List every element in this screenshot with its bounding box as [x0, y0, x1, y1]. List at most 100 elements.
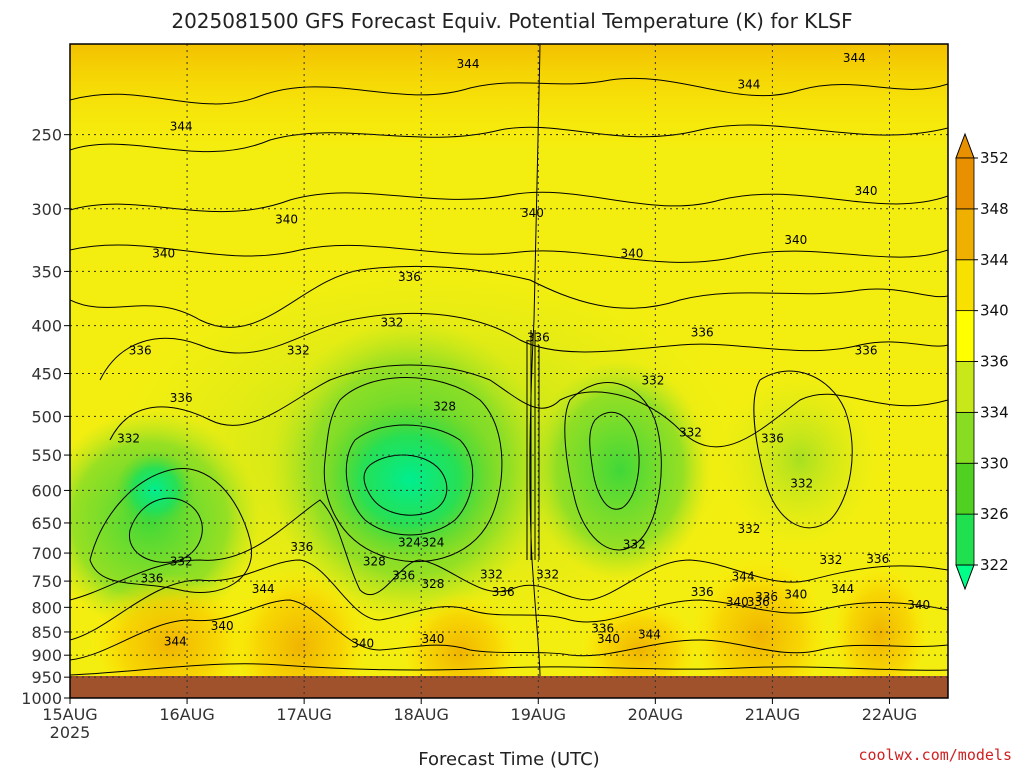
x-tick-label: 19AUG [511, 705, 566, 724]
x-axis: 15AUG 16AUG 17AUG 18AUG 19AUG 20AUG 21AUG 22AUG [42, 698, 917, 724]
contour-line [70, 191, 948, 213]
contour-label: 332 [480, 568, 503, 582]
contour-label: 332 [117, 431, 140, 445]
y-tick-label: 950 [31, 668, 62, 687]
colorbar-label: 344 [980, 251, 1009, 269]
contour-label: 332 [679, 425, 702, 439]
contour-label: 336 [129, 343, 152, 357]
y-tick-label: 650 [31, 514, 62, 533]
contour-line [526, 330, 540, 560]
contour-label: 336 [527, 331, 550, 345]
contour-label: 324 [398, 535, 421, 549]
contour-label: 324 [421, 535, 444, 549]
contour-label: 332 [642, 374, 665, 388]
moist-region-far-east [720, 370, 880, 550]
contour-label: 344 [164, 634, 187, 648]
y-tick-label: 250 [31, 126, 62, 145]
y-tick-label: 800 [31, 598, 62, 617]
contour-label: 336 [761, 431, 784, 445]
colorbar-segment [955, 310, 975, 362]
colorbar-bottom-arrow [955, 564, 975, 591]
contour-line [129, 497, 203, 563]
contour-label: 340 [421, 632, 444, 646]
contour-label: 340 [907, 598, 930, 612]
contour-label: 336 [140, 571, 163, 585]
x-axis-title: Forecast Time (UTC) [418, 749, 599, 768]
contour-line [70, 599, 948, 661]
contour-label: 336 [290, 540, 313, 554]
contour-label: 328 [433, 399, 456, 413]
contour-lines [70, 44, 948, 677]
y-tick-label: 450 [31, 365, 62, 384]
y-tick-label: 700 [31, 544, 62, 563]
colorbar-segment [955, 259, 975, 312]
contour-line [70, 499, 948, 601]
contour-line [70, 244, 948, 263]
colorbar-segment [955, 513, 975, 566]
colorbar-segment [955, 462, 975, 515]
contour-line [99, 312, 948, 381]
contour-label: 336 [398, 270, 421, 284]
colorbar-segment [955, 411, 975, 464]
contour-label: 340 [855, 184, 878, 198]
x-tick-label: 21AUG [745, 705, 800, 724]
warm-low-1 [90, 560, 250, 698]
contour-line [564, 382, 662, 551]
contour-label: 336 [747, 595, 770, 609]
colorbar-label: 330 [980, 454, 1009, 472]
contour-label: 344 [843, 51, 866, 65]
contour-line [70, 77, 948, 105]
contour-label: 344 [738, 78, 761, 92]
colorbar-label: 334 [980, 403, 1009, 421]
x-tick-label: 20AUG [628, 705, 683, 724]
contour-label: 336 [591, 622, 614, 636]
y-tick-label: 400 [31, 317, 62, 336]
y-tick-label: 600 [31, 481, 62, 500]
x-tick-label: 22AUG [862, 705, 917, 724]
y-tick-label: 1000 [21, 689, 62, 708]
contour-label: 344 [638, 627, 661, 641]
colorbar-label: 336 [980, 353, 1009, 371]
contour-label: 332 [819, 553, 842, 567]
x-tick-label: 18AUG [393, 705, 448, 724]
contour-line [70, 124, 948, 153]
contour-label: 340 [597, 632, 620, 646]
y-tick-label: 300 [31, 200, 62, 219]
contour-line [89, 468, 252, 594]
contour-label: 340 [726, 595, 749, 609]
contour-label: 332 [536, 568, 559, 582]
colorbar-label: 340 [980, 302, 1009, 320]
y-axis: 250 300 350 400 450 500 550 600 650 700 750 800 850 9… [21, 126, 70, 708]
surface-terrain-band [70, 676, 948, 698]
contour-label: 328 [363, 555, 386, 569]
contour-label: 344 [831, 582, 854, 596]
colorbar-segment [955, 361, 975, 413]
x-tick-label: 15AUG [42, 705, 97, 724]
x-tick-label: 17AUG [276, 705, 331, 724]
contour-label: 344 [252, 582, 275, 596]
contour-label: 340 [275, 212, 298, 226]
y-tick-label: 900 [31, 646, 62, 665]
y-tick-label: 850 [31, 623, 62, 642]
contour-label: 340 [784, 233, 807, 247]
contour-label: 332 [738, 522, 761, 536]
contour-label: 336 [392, 569, 415, 583]
colorbar-segment [955, 208, 975, 261]
y-tick-label: 550 [31, 446, 62, 465]
colorbar-top-arrow [955, 132, 975, 159]
contour-label: 336 [866, 552, 889, 566]
contour-label: 328 [421, 577, 444, 591]
chart-title: 2025081500 GFS Forecast Equiv. Potential… [171, 9, 852, 33]
colorbar-label: 348 [980, 200, 1009, 218]
contour-label: 344 [170, 119, 193, 133]
contour-label: 332 [287, 343, 310, 357]
x-tick-label: 16AUG [159, 705, 214, 724]
x-year-label: 2025 [50, 723, 91, 742]
contour-label: 336 [492, 585, 515, 599]
y-tick-label: 750 [31, 572, 62, 591]
y-tick-label: 500 [31, 407, 62, 426]
contour-line [589, 411, 640, 510]
contour-label: 340 [351, 637, 374, 651]
